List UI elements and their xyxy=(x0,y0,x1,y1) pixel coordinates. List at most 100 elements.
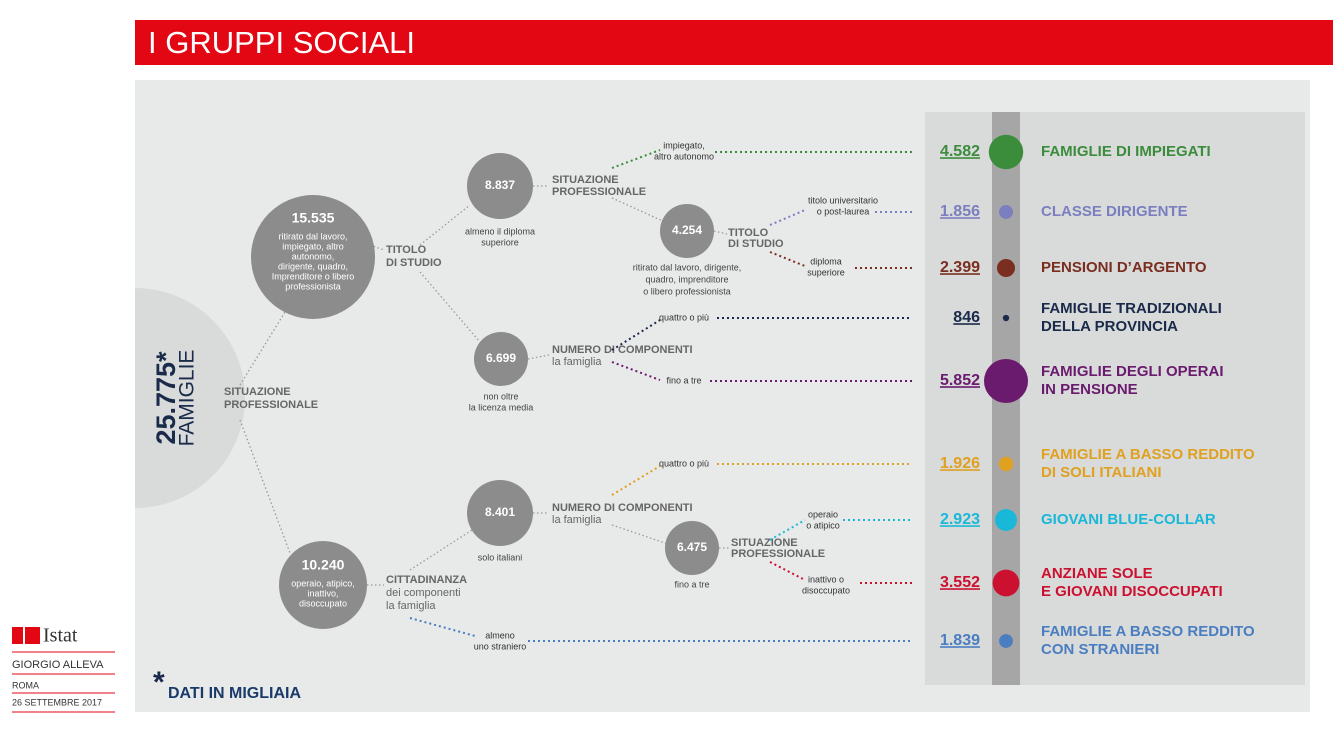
node-desc: autonomo, xyxy=(292,251,335,261)
node xyxy=(279,541,367,629)
branch-label: operaio xyxy=(808,509,838,519)
split-label: TITOLO xyxy=(386,244,427,256)
branch-label: diploma xyxy=(810,256,842,266)
split-label: la famiglia xyxy=(552,514,602,526)
branch-label: quattro o più xyxy=(659,458,709,468)
node-desc: dirigente, quadro, xyxy=(278,261,348,271)
split-label: TITOLO xyxy=(728,227,769,239)
footnote: DATI IN MIGLIAIA xyxy=(168,685,301,702)
node-desc: o libero professionista xyxy=(643,286,731,296)
branch-label: superiore xyxy=(807,267,845,277)
node-value: 15.535 xyxy=(292,210,335,226)
group-name: DELLA PROVINCIA xyxy=(1041,318,1178,335)
branch-connector xyxy=(611,149,661,169)
branch-label: o post-laurea xyxy=(817,206,870,216)
group-name: CON STRANIERI xyxy=(1041,641,1159,658)
place: ROMA xyxy=(12,680,39,690)
group-name: FAMIGLIE A BASSO REDDITO xyxy=(1041,623,1255,640)
node-value: 4.254 xyxy=(672,223,702,237)
branch-label: titolo universitario xyxy=(808,195,878,205)
split-label: NUMERO DI COMPONENTI xyxy=(552,502,693,514)
branch-connector xyxy=(409,617,476,637)
split-label: SITUAZIONE xyxy=(224,386,291,398)
node-desc: fino a tre xyxy=(674,579,709,589)
group-name: DI SOLI ITALIANI xyxy=(1041,464,1162,481)
split-label: la famiglia xyxy=(552,356,602,368)
branch-label: fino a tre xyxy=(666,375,701,385)
node-desc: quadro, imprenditore xyxy=(645,274,728,284)
split-label: NUMERO DI COMPONENTI xyxy=(552,344,693,356)
node-desc: Imprenditore o libero xyxy=(272,271,355,281)
group-value: 4.582 xyxy=(940,143,980,160)
node-desc: ritirato dal lavoro, xyxy=(278,231,347,241)
connectors xyxy=(239,185,729,586)
title: I GRUPPI SOCIALI xyxy=(148,25,415,60)
node xyxy=(474,332,528,386)
node-value: 6.699 xyxy=(486,351,516,365)
group-value: 2.399 xyxy=(940,259,980,276)
group-bubble xyxy=(999,634,1013,648)
split-label: PROFESSIONALE xyxy=(552,186,646,198)
group-bubble xyxy=(995,509,1017,531)
node-desc: almeno il diploma xyxy=(465,226,535,236)
group-name: ANZIANE SOLE xyxy=(1041,565,1153,582)
node-desc: inattivo, xyxy=(307,588,338,598)
branch-connector xyxy=(769,519,806,541)
split-label: PROFESSIONALE xyxy=(731,548,825,560)
node-value: 10.240 xyxy=(302,557,345,573)
node-desc: operaio, atipico, xyxy=(291,578,355,588)
group-bubble xyxy=(984,359,1028,403)
total-semicircle xyxy=(135,288,245,508)
logo-mark xyxy=(12,627,23,644)
node xyxy=(251,195,375,319)
logo: Istat xyxy=(43,625,78,647)
branch-connector xyxy=(769,561,806,581)
branch-connector xyxy=(769,251,806,267)
branch-connector xyxy=(769,209,806,226)
node-desc: disoccupato xyxy=(299,598,347,608)
split-label: DI STUDIO xyxy=(728,238,784,250)
branch-label: o atipico xyxy=(806,520,840,530)
split-label: DI STUDIO xyxy=(386,257,442,269)
author: GIORGIO ALLEVA xyxy=(12,659,104,671)
group-value: 5.852 xyxy=(940,372,980,389)
branch-connector xyxy=(611,361,661,381)
split-label: CITTADINANZA xyxy=(386,574,467,586)
split-label: SITUAZIONE xyxy=(552,174,619,186)
group-bubble xyxy=(988,134,1024,170)
node-desc: non oltre xyxy=(483,391,518,401)
group-bubble xyxy=(996,258,1016,278)
split-label: PROFESSIONALE xyxy=(224,399,318,411)
group-name: FAMIGLIE TRADIZIONALI xyxy=(1041,300,1222,317)
node-value: 8.837 xyxy=(485,178,515,192)
group-value: 1.839 xyxy=(940,632,980,649)
node-value: 8.401 xyxy=(485,505,515,519)
group-bubble xyxy=(992,569,1020,597)
group-name: GIOVANI BLUE-COLLAR xyxy=(1041,511,1216,528)
total-caption: FAMIGLIE xyxy=(176,350,199,447)
title-bar xyxy=(135,20,1333,65)
group-name: PENSIONI D’ARGENTO xyxy=(1041,259,1207,276)
node xyxy=(665,521,719,575)
branch-label: inattivo o xyxy=(808,574,844,584)
group-value: 2.923 xyxy=(940,511,980,528)
node xyxy=(660,204,714,258)
group-name: IN PENSIONE xyxy=(1041,381,1138,398)
branch-label: almeno xyxy=(485,630,515,640)
group-bubble xyxy=(999,205,1013,219)
node-desc: la licenza media xyxy=(469,402,534,412)
group-bubble xyxy=(998,456,1014,472)
node-value: 6.475 xyxy=(677,540,707,554)
group-value: 846 xyxy=(953,309,980,326)
split-label: SITUAZIONE xyxy=(731,537,798,549)
date: 26 SETTEMBRE 2017 xyxy=(12,697,102,707)
result-panel xyxy=(925,112,1305,685)
group-bubble xyxy=(1002,314,1010,322)
branch-label: impiegato, xyxy=(663,140,705,150)
branch-label: uno straniero xyxy=(474,641,527,651)
group-name: E GIOVANI DISOCCUPATI xyxy=(1041,583,1223,600)
group-value: 3.552 xyxy=(940,574,980,591)
group-value: 1.856 xyxy=(940,203,980,220)
group-name: FAMIGLIE DEGLI OPERAI xyxy=(1041,363,1224,380)
